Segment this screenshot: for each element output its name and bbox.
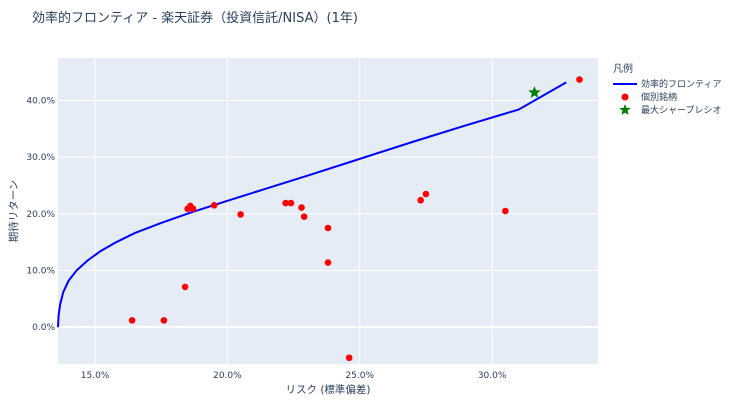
x-tick-label: 15.0% — [81, 371, 110, 381]
grid-lines — [58, 58, 598, 364]
y-axis-title: 期待リターン — [7, 180, 20, 242]
plot-area — [58, 58, 598, 364]
stock-point[interactable] — [300, 213, 308, 220]
y-tick-label: 30.0% — [26, 153, 55, 163]
y-tick-label: 40.0% — [26, 97, 55, 107]
max-sharpe-star[interactable] — [528, 86, 541, 98]
y-tick-label: 0.0% — [32, 323, 55, 333]
x-axis-title: リスク (標準偏差) — [285, 383, 370, 396]
legend-label-frontier: 効率的フロンティア — [641, 78, 721, 90]
legend-item-frontier[interactable]: 効率的フロンティア — [613, 78, 721, 90]
x-axis-ticks: 15.0% 20.0% 25.0% 30.0% — [81, 371, 507, 381]
chart-title: 効率的フロンティア - 楽天証券（投資信託/NISA）(1年) — [32, 10, 358, 26]
x-tick-label: 20.0% — [213, 371, 242, 381]
legend-label-stocks: 個別銘柄 — [641, 91, 677, 103]
legend: 凡例 効率的フロンティア 個別銘柄 最大シャープレシオ — [613, 62, 721, 116]
y-tick-label: 20.0% — [26, 210, 55, 220]
stock-point[interactable] — [287, 199, 295, 207]
x-tick-label: 30.0% — [478, 371, 507, 381]
stock-point[interactable] — [128, 317, 136, 324]
legend-label-max-sharpe: 最大シャープレシオ — [641, 104, 721, 116]
stock-point[interactable] — [324, 259, 332, 266]
legend-title: 凡例 — [613, 62, 633, 75]
stock-point[interactable] — [576, 76, 583, 83]
legend-dot-swatch — [621, 93, 629, 101]
stock-point[interactable] — [181, 283, 189, 291]
y-axis-ticks: 0.0% 10.0% 20.0% 30.0% 40.0% — [26, 97, 55, 334]
stock-point[interactable] — [502, 207, 509, 215]
stock-point[interactable] — [345, 354, 353, 362]
stock-point[interactable] — [282, 199, 289, 207]
stock-point[interactable] — [422, 190, 430, 198]
stock-point[interactable] — [417, 196, 424, 204]
stock-point[interactable] — [324, 224, 332, 232]
legend-item-max-sharpe[interactable]: 最大シャープレシオ — [619, 104, 721, 116]
x-tick-label: 25.0% — [345, 371, 374, 381]
y-tick-label: 10.0% — [26, 267, 55, 277]
stock-point[interactable] — [237, 211, 244, 218]
plot-content — [57, 76, 583, 362]
stock-point[interactable] — [298, 204, 305, 211]
stock-point[interactable] — [210, 202, 218, 209]
stock-point[interactable] — [160, 317, 168, 324]
legend-item-stocks[interactable]: 個別銘柄 — [621, 91, 678, 103]
legend-star-swatch — [619, 104, 631, 115]
stock-point[interactable] — [189, 205, 197, 213]
frontier-line — [57, 81, 567, 328]
